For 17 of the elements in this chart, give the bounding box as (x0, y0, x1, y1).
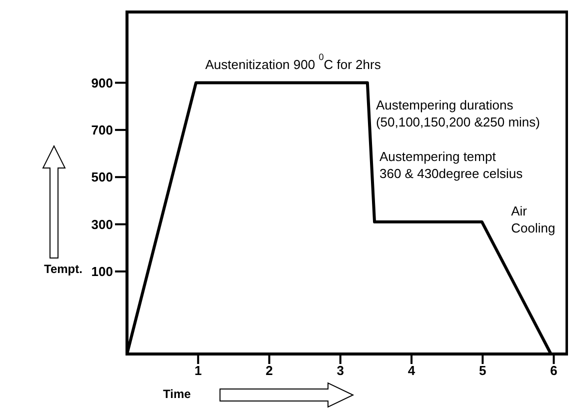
y-tick-label: 900 (91, 75, 113, 90)
x-tick-label: 4 (408, 363, 416, 378)
annotation: Air Cooling (511, 203, 556, 235)
x-tick-label: 2 (266, 363, 273, 378)
x-tick-label: 6 (550, 363, 558, 378)
x-tick-label: 1 (194, 363, 202, 378)
x-axis-title: Time (163, 387, 192, 401)
y-axis-title: Tempt. (44, 262, 82, 276)
x-tick-label: 5 (479, 363, 486, 378)
annotation: Austenitization 900 $^{0}$C for 2hrs (205, 52, 382, 72)
annotation: Austempering tempt 360 & 430degree celsius (380, 148, 524, 181)
x-tick-label: 3 (336, 363, 344, 378)
annotation: Austempering durations (50,100,150,200 &250 mins) (376, 96, 540, 129)
y-tick-label: 700 (91, 122, 113, 138)
y-tick-label: 300 (91, 216, 113, 232)
y-tick-label: 500 (91, 170, 113, 185)
y-tick-label: 100 (91, 264, 113, 280)
